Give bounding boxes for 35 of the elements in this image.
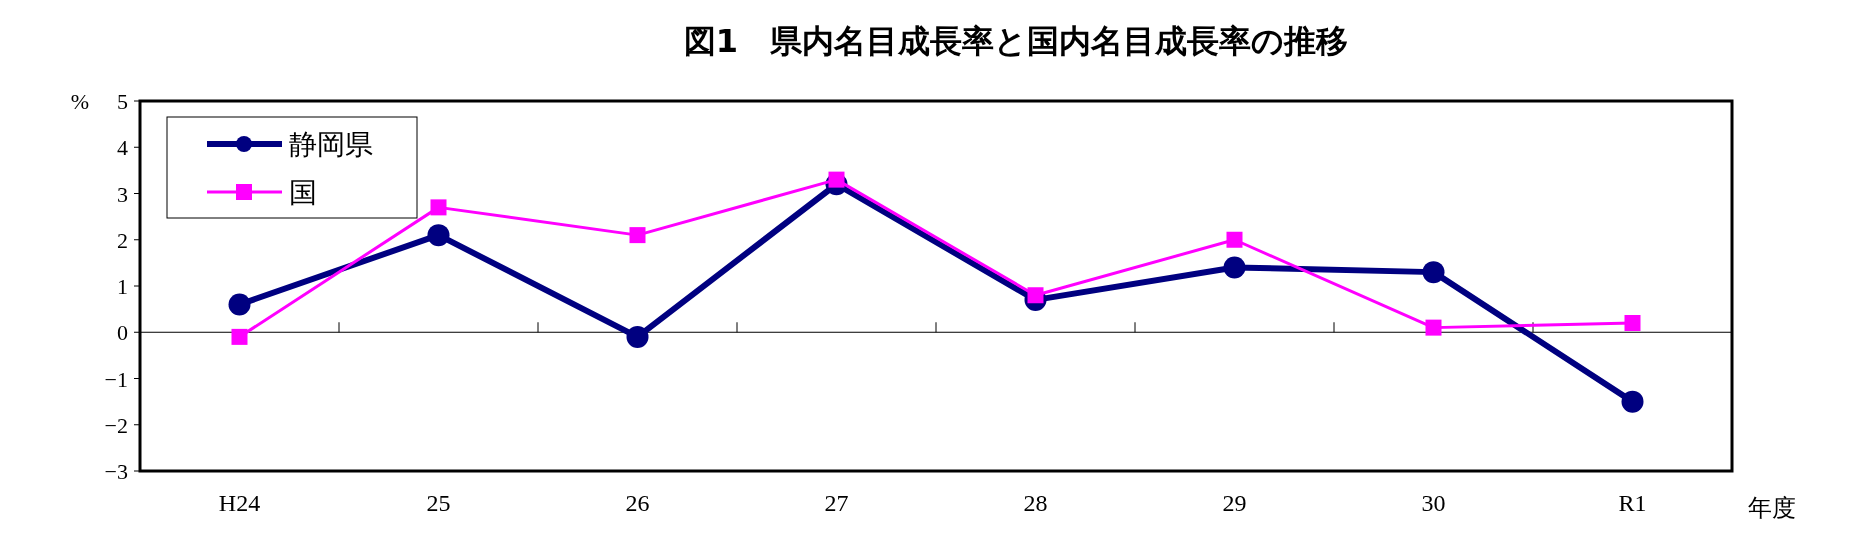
y-tick-label: 0 — [117, 320, 128, 346]
point — [629, 227, 646, 244]
x-tick-label: 27 — [824, 490, 849, 516]
y-tick-label: 2 — [117, 227, 128, 253]
y-tick-label: −1 — [104, 366, 128, 392]
x-tick-label: 26 — [625, 490, 650, 516]
x-tick-label: 29 — [1222, 490, 1247, 516]
point — [1226, 231, 1243, 248]
y-tick-label: 4 — [117, 135, 128, 161]
x-tick-label: 28 — [1023, 490, 1048, 516]
point — [1422, 261, 1445, 284]
y-tick-label: −3 — [104, 459, 128, 484]
point — [427, 224, 450, 247]
x-axis-title: 年度 — [1748, 495, 1796, 521]
point — [1027, 287, 1044, 304]
point — [1223, 256, 1246, 279]
x-tick-label: H24 — [218, 490, 261, 516]
point — [231, 328, 248, 345]
y-tick-label: −2 — [104, 412, 128, 438]
legend-label: 静岡県 — [289, 129, 373, 160]
point — [228, 293, 251, 316]
chart-title: 図1 県内名目成長率と国内名目成長率の推移 — [683, 22, 1349, 60]
y-tick-label: 3 — [117, 181, 128, 207]
y-tick-label: 1 — [117, 274, 128, 299]
legend-label: 国 — [289, 177, 317, 208]
y-tick-label: 5 — [117, 89, 128, 114]
y-axis-title: % — [70, 89, 90, 114]
x-tick-label: R1 — [1618, 490, 1647, 516]
x-tick-label: 30 — [1421, 490, 1446, 516]
point — [1621, 390, 1644, 413]
point — [430, 199, 447, 216]
point — [1425, 319, 1442, 336]
x-tick-label: 25 — [426, 490, 451, 516]
point — [626, 325, 649, 348]
point — [1624, 315, 1641, 331]
